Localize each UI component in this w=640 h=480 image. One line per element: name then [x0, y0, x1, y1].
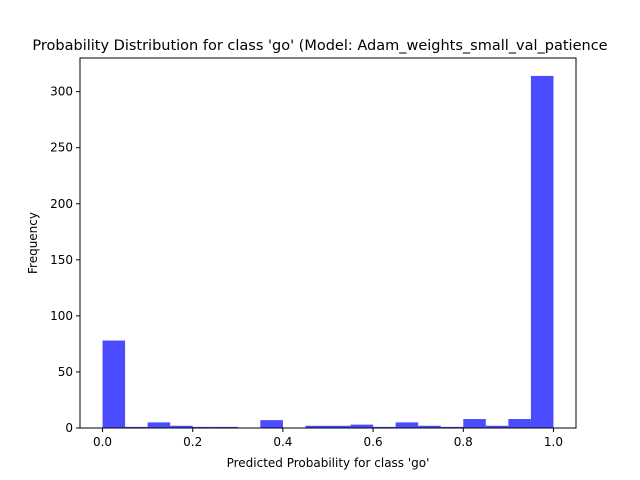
- y-tick-label: 200: [50, 197, 73, 211]
- histogram-bar: [418, 425, 441, 428]
- histogram-bar: [350, 424, 374, 428]
- histogram-bar: [508, 419, 531, 428]
- histogram-bar: [463, 419, 486, 428]
- y-axis-ticks: 0 50 100 150 200 250 300: [50, 85, 80, 435]
- y-tick-label: 250: [50, 141, 73, 155]
- y-tick-label: 0: [65, 421, 73, 435]
- plot-area-frame: [79, 57, 577, 429]
- x-tick-label: 0.8: [454, 435, 473, 449]
- x-tick-label: 1.0: [544, 435, 563, 449]
- histogram-bar: [395, 422, 419, 428]
- histogram-bar: [530, 75, 554, 428]
- histogram-bar: [102, 340, 126, 428]
- histogram-bar: [260, 420, 283, 428]
- histogram-bar: [440, 426, 464, 428]
- x-tick-label: 0.6: [364, 435, 383, 449]
- y-tick-label: 150: [50, 253, 73, 267]
- y-tick-label: 100: [50, 309, 73, 323]
- histogram-bar: [373, 426, 396, 428]
- x-tick-label: 0.2: [183, 435, 202, 449]
- histogram-bar: [485, 425, 509, 428]
- y-tick-label: 50: [58, 365, 73, 379]
- x-axis-ticks: 0.0 0.2 0.4 0.6 0.8 1.0: [93, 428, 563, 449]
- histogram-bar: [147, 422, 171, 428]
- histogram-bar: [305, 425, 328, 428]
- y-tick-label: 300: [50, 85, 73, 99]
- chart-title: Probability Distribution for class 'go' …: [32, 38, 607, 54]
- bars-group: [102, 75, 554, 428]
- histogram-bar: [170, 425, 193, 428]
- histogram-bar: [192, 426, 216, 428]
- x-tick-label: 0.0: [93, 435, 112, 449]
- histogram-bar: [215, 426, 238, 428]
- x-axis-label: Predicted Probability for class 'go': [227, 456, 430, 470]
- x-tick-label: 0.4: [273, 435, 292, 449]
- y-axis-label: Frequency: [26, 212, 40, 274]
- histogram-bar: [328, 425, 351, 428]
- histogram-bar: [125, 426, 148, 428]
